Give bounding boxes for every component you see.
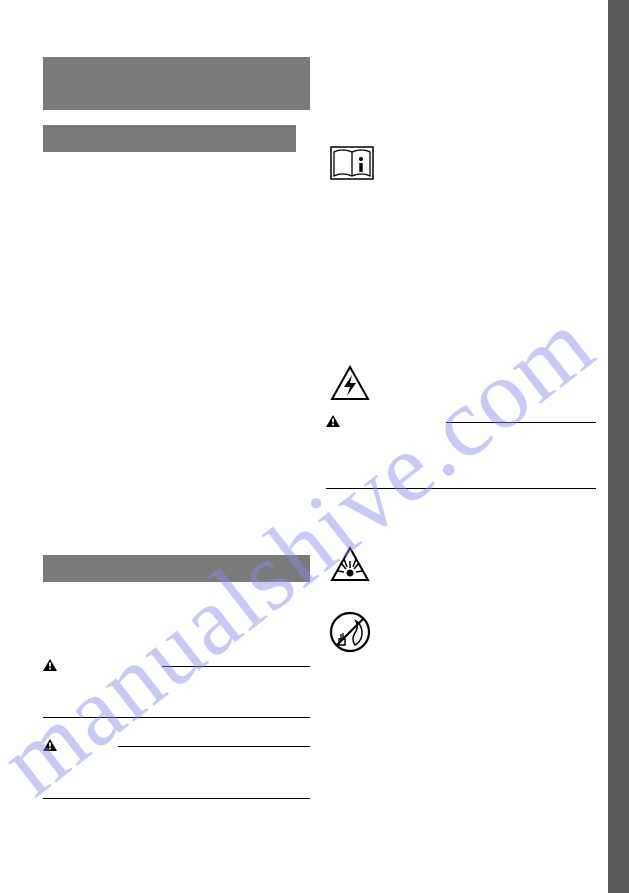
explosion-hazard-icon [330,546,370,582]
rule [43,798,310,799]
warning-triangle-icon [43,738,57,750]
rule [446,422,596,423]
page: manualshive.com [0,0,608,893]
rule [326,488,596,489]
manual-info-icon [330,146,374,180]
rule [43,717,310,718]
side-tab [608,0,629,893]
watermark-text: manualshive.com [0,288,615,819]
title-block [43,57,310,110]
warning-triangle-icon [43,658,57,670]
subtitle-block [43,125,296,152]
rule [162,666,310,667]
no-open-flame-icon [329,611,371,653]
electric-shock-icon [330,365,370,401]
warning-triangle-icon [326,414,340,426]
rule [118,746,310,747]
section-heading-block [43,555,310,582]
